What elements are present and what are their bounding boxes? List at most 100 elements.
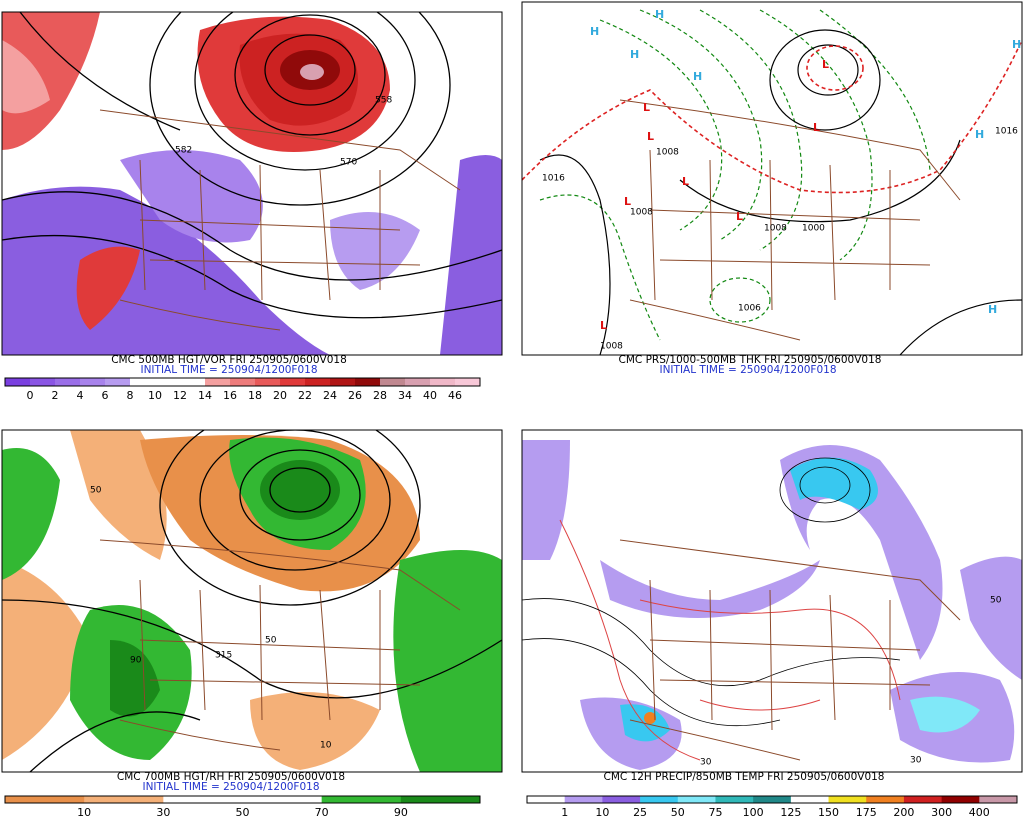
map-label: H [975, 128, 984, 141]
colorbar-swatch [602, 796, 641, 803]
map-label: 1006 [738, 304, 761, 314]
map-label: 1016 [995, 127, 1018, 137]
map-label: H [655, 8, 664, 21]
colorbar-label: 6 [102, 389, 109, 402]
colorbar-swatch [941, 796, 980, 803]
map-label: 570 [340, 158, 357, 168]
map-label: INITIAL TIME = 250904/1200F018 [659, 364, 836, 376]
colorbar-swatch [330, 378, 356, 386]
colorbar-label: 16 [223, 389, 237, 402]
map-label: CMC 12H PRECIP/850MB TEMP FRI 250905/060… [604, 771, 885, 783]
map-shape: L L L L L L L L [600, 58, 829, 332]
map-label: L [624, 195, 631, 208]
map-shape [159, 430, 421, 606]
colorbar: 10 30 50 70 90 [4, 795, 481, 819]
map-label: 1000 [802, 224, 825, 234]
map-label: H [988, 303, 997, 316]
colorbar-label: 24 [323, 389, 337, 402]
colorbar-label: 2 [52, 389, 59, 402]
map-shape [619, 539, 961, 621]
map-shape [780, 445, 943, 660]
map-shape [522, 598, 901, 687]
map-shape [2, 234, 502, 319]
map-shape [2, 560, 90, 760]
map-label: H [1012, 38, 1021, 51]
colorbar-label: 10 [595, 806, 609, 819]
map-shape [2, 12, 100, 150]
colorbar-swatch [280, 378, 306, 386]
map-shape [440, 155, 502, 355]
map-shape [2, 40, 50, 114]
map-shape [522, 39, 1022, 194]
map-shape [629, 209, 931, 341]
map-shape [522, 638, 781, 727]
map-shape [769, 29, 881, 131]
map-label: CMC 700MB HGT/RH FRI 250905/0600V018 [117, 771, 345, 783]
map-shape [649, 149, 891, 311]
colorbar-swatch [305, 378, 331, 386]
map-shape [649, 579, 891, 731]
map-shape [539, 154, 611, 355]
colorbar-label: 46 [448, 389, 462, 402]
map-shape [2, 448, 60, 580]
colorbar-label: 14 [198, 389, 212, 402]
colorbar-label: 200 [893, 806, 914, 819]
colorbar-label: 34 [398, 389, 412, 402]
map-label: 1016 [542, 174, 565, 184]
colorbar-frame [4, 795, 481, 804]
map-label: L [600, 319, 607, 332]
colorbar-swatch [30, 378, 56, 386]
map-shape [910, 696, 980, 733]
colorbar-swatch [405, 378, 431, 386]
frame [1, 429, 503, 773]
map-precip: 30 30 50 [522, 430, 1022, 772]
map-shape [522, 457, 901, 727]
colorbar-swatch [163, 796, 243, 803]
colorbar-label: 0 [27, 389, 34, 402]
map-shape [629, 639, 931, 761]
map-shape [797, 44, 859, 96]
colorbar-swatch [230, 378, 256, 386]
map-shape [139, 159, 381, 301]
map-label: 10 [320, 741, 332, 751]
map-label: 1008 [600, 342, 623, 352]
colorbar-swatch [5, 378, 31, 386]
map-label: 50 [90, 486, 102, 496]
colorbar-swatch [84, 796, 164, 803]
colorbar-frame [526, 795, 1018, 804]
colorbar-label: 75 [708, 806, 722, 819]
map-label: 1008 [656, 148, 679, 158]
map-shape [709, 277, 771, 323]
map-label: 1008 [764, 224, 787, 234]
colorbar-swatch [80, 378, 106, 386]
map-shape [2, 430, 502, 772]
colorbar-swatch [321, 796, 402, 803]
colorbar-swatch [5, 796, 85, 803]
colorbar-label: 10 [77, 806, 91, 819]
map-shape [806, 45, 864, 91]
colorbar: 0 2 4 6 8 10 12 14 16 18 20 22 24 26 28 34 40 46 [4, 377, 481, 402]
frame [521, 1, 1023, 356]
map-shape [330, 212, 420, 290]
map-shape [300, 64, 324, 80]
map-shape [619, 99, 961, 201]
map-shape [264, 34, 356, 106]
map-shape [199, 430, 391, 571]
colorbar-swatch [455, 378, 481, 386]
map-shape [70, 430, 167, 560]
map-shape [639, 9, 763, 241]
colorbar-label: 40 [423, 389, 437, 402]
colorbar-swatch [180, 378, 206, 386]
colorbar-swatch [979, 796, 1018, 803]
map-shape [99, 109, 461, 191]
map-label: L [822, 58, 829, 71]
map-label: 50 [990, 596, 1002, 606]
colorbar-label: 100 [743, 806, 764, 819]
map-shape [393, 550, 502, 772]
map-shape [194, 12, 416, 171]
map-label: H [630, 48, 639, 61]
map-shape [250, 692, 380, 770]
colorbar-swatch [828, 796, 867, 803]
map-surface: H H H H H H H L L L L L L L L 1016 1008 … [522, 2, 1022, 355]
map-shape [899, 299, 1022, 355]
